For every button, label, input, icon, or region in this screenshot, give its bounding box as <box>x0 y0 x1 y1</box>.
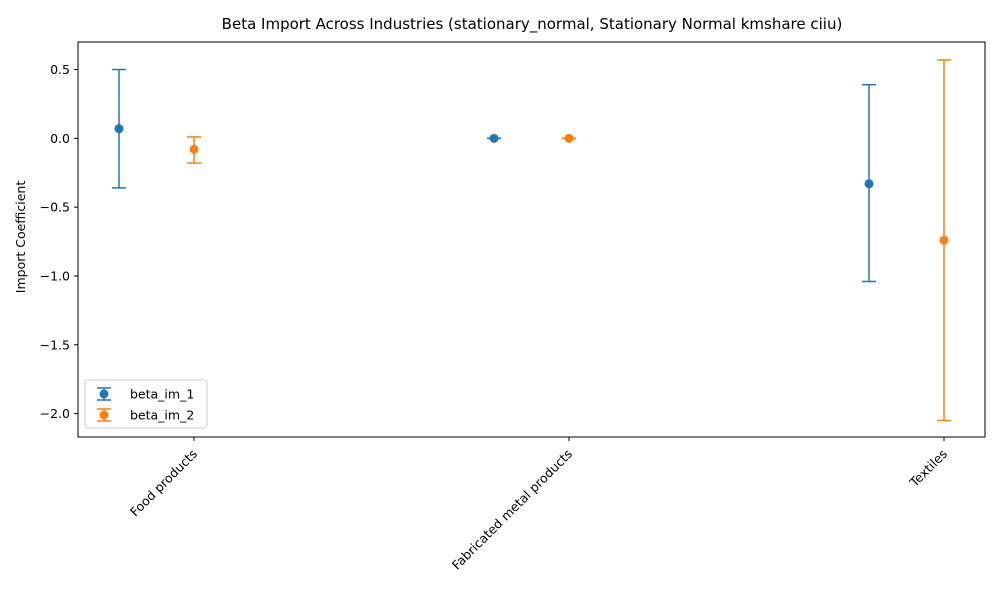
legend-label: beta_im_2 <box>130 408 194 423</box>
x-tick-label: Textiles <box>906 446 950 490</box>
x-tick-label: Fabricated metal products <box>449 446 575 572</box>
legend: beta_im_1 beta_im_2 <box>84 379 208 429</box>
x-tick-label: Food products <box>127 446 200 519</box>
axes: 0.5 0.0 −0.5 −1.0 −1.5 −2.0 Food products Fabri… <box>40 41 986 573</box>
plot-frame <box>77 41 986 438</box>
plot-area <box>112 59 951 422</box>
y-tick-label: −0.5 <box>40 200 70 215</box>
legend-marker <box>99 410 109 420</box>
series-beta_im_1 <box>112 68 876 283</box>
data-point <box>489 133 499 143</box>
legend-label: beta_im_1 <box>130 387 194 402</box>
data-point <box>114 124 124 134</box>
y-tick-label: −2.0 <box>40 406 70 421</box>
data-point <box>939 235 949 245</box>
y-tick-label: 0.0 <box>50 131 70 146</box>
legend-box <box>84 379 208 429</box>
y-tick-label: 0.5 <box>50 62 70 77</box>
legend-item-beta_im_2: beta_im_2 <box>97 408 194 423</box>
data-point <box>564 133 574 143</box>
chart-title: Beta Import Across Industries (stationar… <box>222 15 843 34</box>
series-beta_im_2 <box>187 59 951 422</box>
y-tick-label: −1.0 <box>40 268 70 283</box>
y-axis-title: Import Coefficient <box>13 181 28 294</box>
data-point <box>189 144 199 154</box>
data-point <box>864 179 874 189</box>
y-tick-label: −1.5 <box>40 337 70 352</box>
legend-item-beta_im_1: beta_im_1 <box>97 387 194 402</box>
legend-marker <box>99 389 109 399</box>
